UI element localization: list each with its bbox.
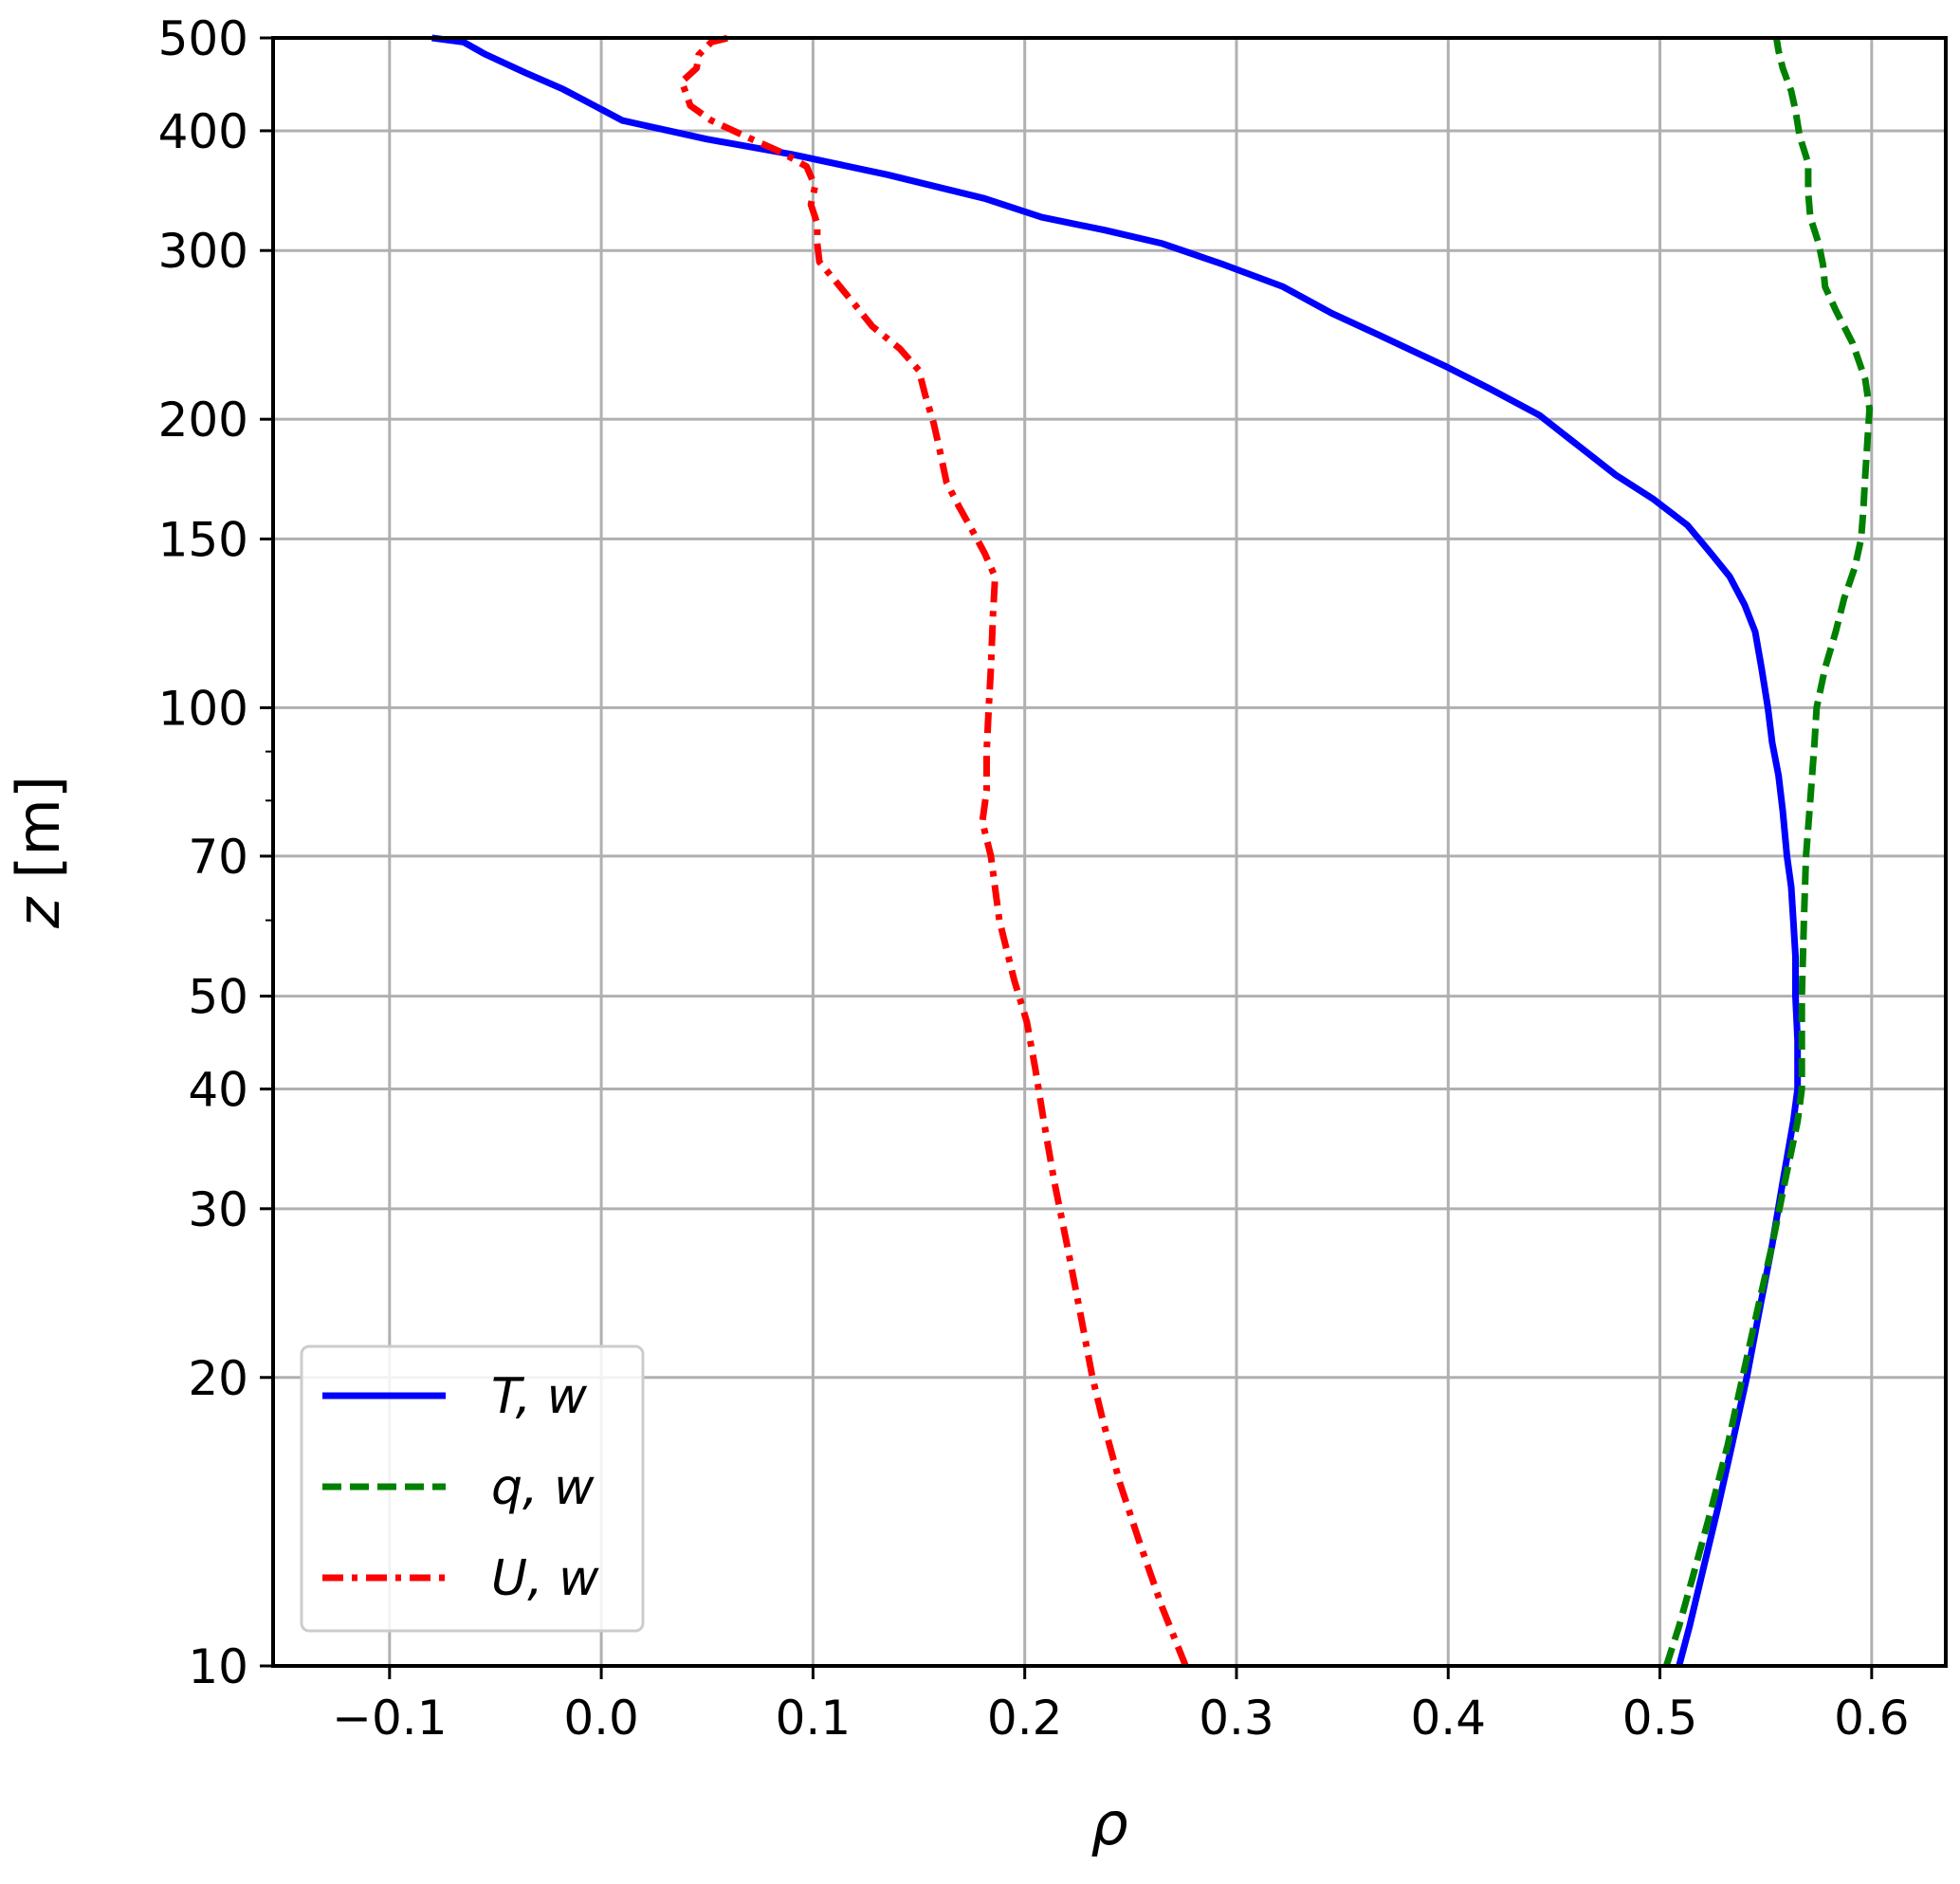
x-tick-label: 0.2 <box>987 1691 1063 1746</box>
plot-frame <box>271 36 1948 1668</box>
x-axis-label: ρ <box>1090 1789 1127 1858</box>
series-layer <box>431 34 1874 1668</box>
y-tick-label: 40 <box>188 1063 248 1118</box>
series-line-3 <box>678 34 1189 1668</box>
y-tick-label: 10 <box>188 1639 248 1694</box>
legend-label-2: q, w <box>491 1459 595 1516</box>
y-axis-label-unit: [m] <box>4 776 73 897</box>
y-axis-label: z [m] <box>4 776 73 929</box>
legend-label-variable: q <box>491 1459 522 1516</box>
legend-box <box>300 1344 645 1633</box>
legend-label-suffix: , w <box>527 1550 599 1607</box>
x-tick-label: 0.1 <box>776 1691 852 1746</box>
y-tick-label: 200 <box>158 393 248 448</box>
legend-label-variable: U <box>491 1550 527 1607</box>
y-tick-label: 20 <box>188 1351 248 1406</box>
y-axis-label-variable: z <box>4 896 73 929</box>
series-line-1 <box>431 34 1802 1667</box>
y-tick-label: 100 <box>158 681 248 736</box>
legend-label-3: U, w <box>491 1550 599 1607</box>
x-tick-label: 0.3 <box>1199 1691 1274 1746</box>
y-tick-label: 150 <box>158 512 248 567</box>
x-tick-label: 0.0 <box>563 1691 639 1746</box>
x-tick-label: 0.4 <box>1411 1691 1487 1746</box>
y-tick-label: 70 <box>188 830 248 885</box>
y-tick-label: 30 <box>188 1182 248 1237</box>
y-tick-label: 50 <box>188 970 248 1025</box>
y-tick-label: 300 <box>158 224 248 279</box>
grid-lines <box>273 36 1946 1668</box>
x-tick-label: −0.1 <box>332 1691 447 1746</box>
y-tick-label: 400 <box>158 104 248 159</box>
series-line-2 <box>1662 37 1874 1668</box>
y-tick-label: 500 <box>158 11 248 66</box>
legend-label-suffix: , w <box>516 1368 588 1425</box>
legend: T, wq, wU, w <box>300 1344 645 1633</box>
legend-label-1: T, w <box>491 1368 588 1425</box>
x-tick-label: 0.5 <box>1622 1691 1698 1746</box>
x-tick-label: 0.6 <box>1834 1691 1910 1746</box>
y-axis: 10 20 30 40 50 70 100 150 200 300 400 500 <box>158 11 273 1694</box>
x-axis: −0.1 0.0 0.1 0.2 0.3 0.4 0.5 0.6 <box>332 1666 1910 1746</box>
legend-label-suffix: , w <box>522 1459 595 1516</box>
